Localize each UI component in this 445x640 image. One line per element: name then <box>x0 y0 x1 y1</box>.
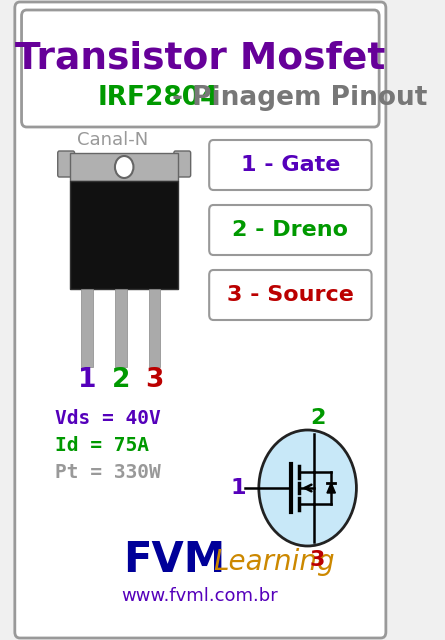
Polygon shape <box>327 483 336 493</box>
Text: Vds = 40V: Vds = 40V <box>55 408 161 428</box>
FancyBboxPatch shape <box>21 10 379 127</box>
Text: - Pinagem Pinout: - Pinagem Pinout <box>163 85 427 111</box>
Circle shape <box>259 430 356 546</box>
Text: Learning: Learning <box>213 548 335 576</box>
FancyBboxPatch shape <box>174 151 190 177</box>
Text: 1: 1 <box>78 367 97 393</box>
Bar <box>70 181 178 289</box>
Text: 3: 3 <box>146 367 164 393</box>
Text: 2: 2 <box>112 367 130 393</box>
Text: Canal-N: Canal-N <box>77 131 148 149</box>
FancyBboxPatch shape <box>209 140 372 190</box>
Text: 1 - Gate: 1 - Gate <box>241 155 340 175</box>
Bar <box>81 289 93 367</box>
Text: 1: 1 <box>231 478 247 498</box>
Bar <box>115 289 127 367</box>
Text: Pt = 330W: Pt = 330W <box>55 463 161 481</box>
FancyBboxPatch shape <box>15 2 386 638</box>
Bar <box>70 153 178 181</box>
Text: Transistor Mosfet: Transistor Mosfet <box>15 40 385 76</box>
Text: 3 - Source: 3 - Source <box>227 285 354 305</box>
FancyBboxPatch shape <box>209 270 372 320</box>
FancyBboxPatch shape <box>209 205 372 255</box>
Text: 3: 3 <box>310 550 325 570</box>
Text: www.fvml.com.br: www.fvml.com.br <box>121 587 278 605</box>
Text: 2: 2 <box>310 408 325 428</box>
Text: Id = 75A: Id = 75A <box>55 435 149 454</box>
Text: 2 - Dreno: 2 - Dreno <box>232 220 348 240</box>
Text: IRF2804: IRF2804 <box>97 85 218 111</box>
Text: FVM: FVM <box>124 539 226 581</box>
Circle shape <box>115 156 134 178</box>
Bar <box>149 289 160 367</box>
FancyBboxPatch shape <box>58 151 75 177</box>
